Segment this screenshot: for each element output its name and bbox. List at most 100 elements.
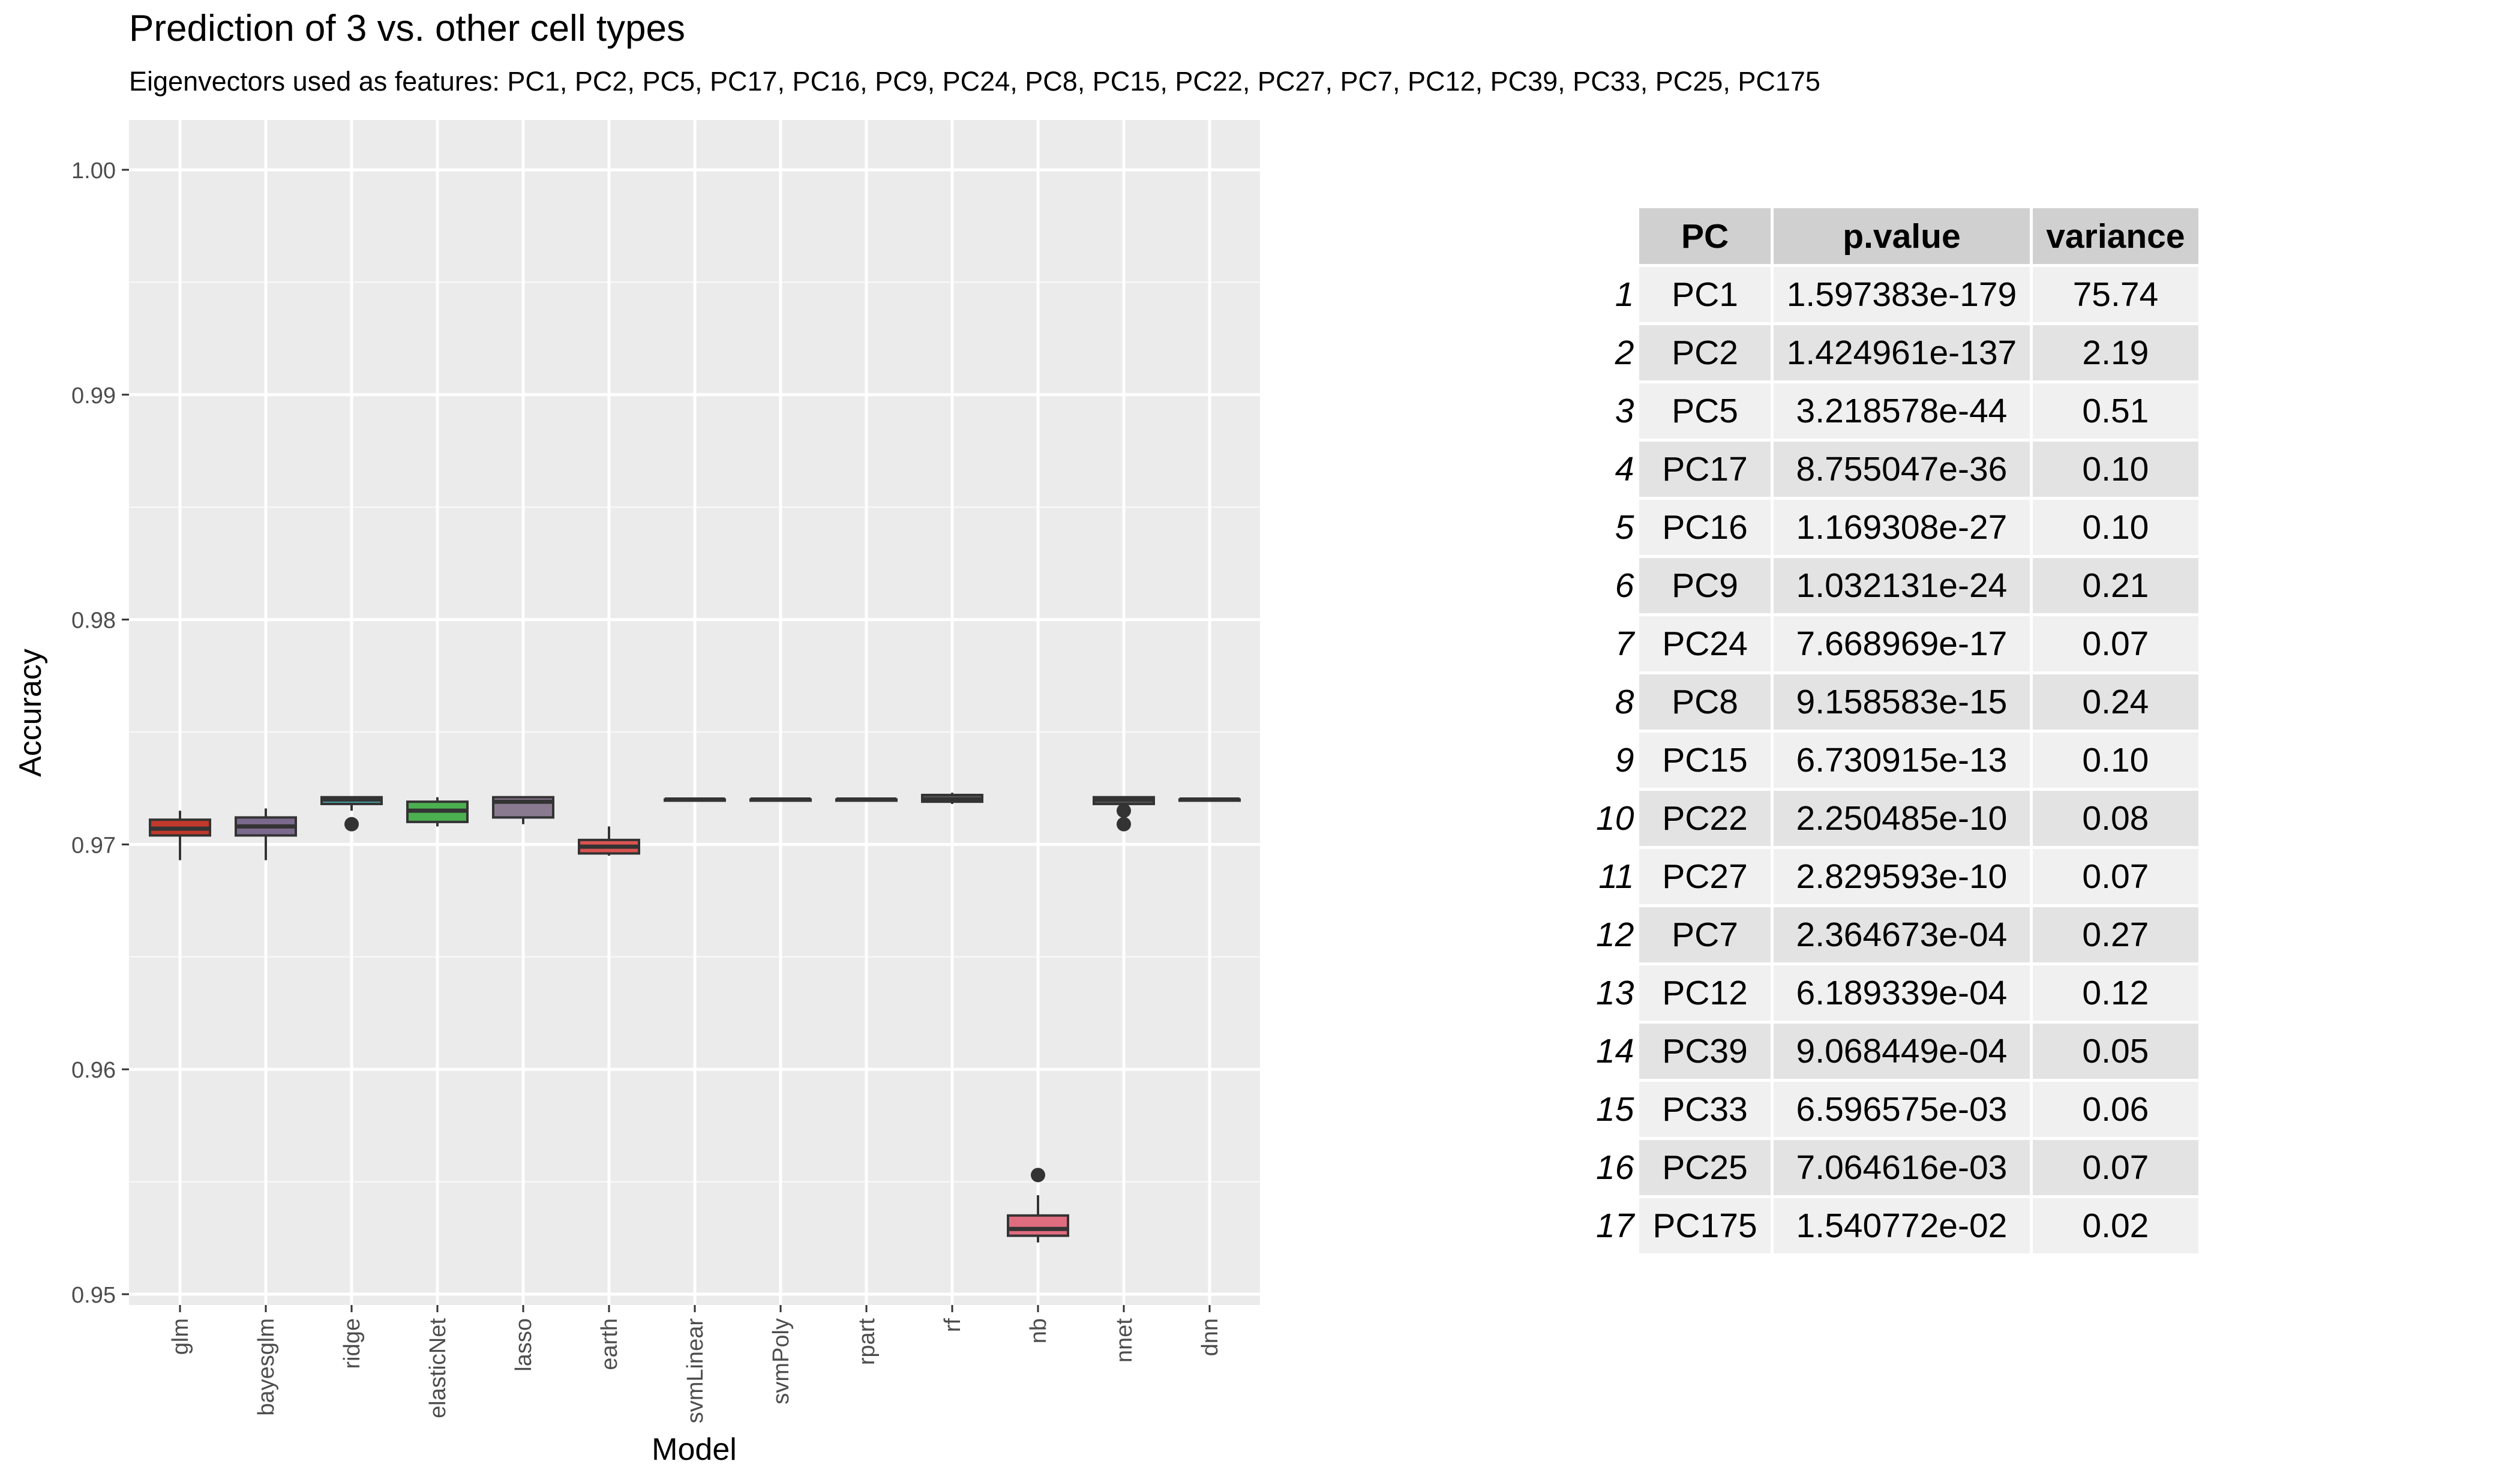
y-tick-label: 1.00 [71,158,116,184]
cell-pc: PC9 [1639,558,1771,613]
box-svmPoly [749,797,812,802]
x-tick-label: rf [940,1318,965,1333]
chart-subtitle: Eigenvectors used as features: PC1, PC2,… [129,66,1820,97]
x-tick-label: svmPoly [769,1318,794,1405]
x-tick-label: rpart [854,1318,880,1366]
cell-pc: PC7 [1639,907,1771,962]
x-tick-label: nb [1026,1318,1051,1343]
cell-variance: 0.27 [2033,907,2198,962]
cell-variance: 0.07 [2033,1140,2198,1195]
row-index: 6 [1615,566,1634,605]
table-row: 17 PC175 1.540772e-02 0.02 [1596,1198,2198,1253]
table-row: 4 PC17 8.755047e-36 0.10 [1596,442,2198,497]
y-axis: 0.95 0.96 0.97 0.98 0.99 1.00 [71,158,129,1308]
cell-pvalue: 2.364673e-04 [1773,907,2030,962]
cell-pc: PC12 [1639,965,1771,1021]
cell-pc: PC16 [1639,500,1771,555]
y-tick-label: 0.95 [71,1283,116,1308]
cell-pc: PC22 [1639,791,1771,846]
box-rf [921,793,983,804]
cell-pc: PC2 [1639,325,1771,380]
table-row: 2 PC2 1.424961e-137 2.19 [1596,325,2198,380]
x-tick-label: bayesglm [254,1318,279,1416]
table-header-row: PC p.value variance [1596,208,2198,264]
cell-variance: 0.24 [2033,674,2198,730]
cell-pvalue: 1.032131e-24 [1773,558,2030,613]
box-svmLinear [664,797,726,802]
row-index: 9 [1615,741,1634,779]
column-header-variance: variance [2033,208,2198,264]
cell-pvalue: 3.218578e-44 [1773,383,2030,439]
grid-major [129,120,1260,1305]
box-iqr [1007,1214,1069,1237]
cell-pc: PC39 [1639,1024,1771,1079]
x-tick-label: dnn [1198,1318,1223,1356]
cell-pvalue: 7.064616e-03 [1773,1140,2030,1195]
x-axis-label: Model [652,1432,737,1467]
cell-pc: PC27 [1639,849,1771,904]
cell-variance: 0.08 [2033,791,2198,846]
row-index: 7 [1615,625,1634,663]
box-earth [578,826,640,856]
table-row: 11 PC27 2.829593e-10 0.07 [1596,849,2198,904]
y-tick-label: 0.97 [71,833,116,858]
row-index: 5 [1615,508,1634,547]
row-index: 16 [1596,1148,1634,1187]
outlier-point [1117,817,1131,832]
cell-pc: PC15 [1639,733,1771,788]
row-index: 12 [1596,916,1634,954]
cell-variance: 0.07 [2033,849,2198,904]
chart-title: Prediction of 3 vs. other cell types [129,8,686,49]
table-row: 10 PC22 2.250485e-10 0.08 [1596,791,2198,846]
cell-variance: 0.05 [2033,1024,2198,1079]
cell-pvalue: 1.424961e-137 [1773,325,2030,380]
cell-variance: 0.21 [2033,558,2198,613]
y-tick-label: 0.96 [71,1058,116,1083]
table-row: 12 PC7 2.364673e-04 0.27 [1596,907,2198,962]
cell-pc: PC25 [1639,1140,1771,1195]
cell-pvalue: 2.829593e-10 [1773,849,2030,904]
table-row: 8 PC8 9.158583e-15 0.24 [1596,674,2198,730]
table-body: 1 PC1 1.597383e-179 75.74 2 PC2 1.424961e-137 2… [1596,267,2198,1253]
table-row: 7 PC24 7.668969e-17 0.07 [1596,616,2198,671]
table-row: 15 PC33 6.596575e-03 0.06 [1596,1082,2198,1137]
y-tick-label: 0.99 [71,383,116,409]
cell-pc: PC1 [1639,267,1771,322]
outlier-point [1031,1168,1045,1183]
cell-pvalue: 6.189339e-04 [1773,965,2030,1021]
cell-pvalue: 9.158583e-15 [1773,674,2030,730]
table-row: 9 PC15 6.730915e-13 0.10 [1596,733,2198,788]
index-header [1596,208,1636,264]
cell-variance: 0.12 [2033,965,2198,1021]
y-axis-label: Accuracy [13,649,48,777]
box-ridge [320,796,383,832]
table-row: 5 PC16 1.169308e-27 0.10 [1596,500,2198,555]
cell-variance: 0.10 [2033,500,2198,555]
box-glm [149,811,211,860]
cell-variance: 0.10 [2033,733,2198,788]
x-tick-label: glm [168,1318,193,1355]
table-row: 16 PC25 7.064616e-03 0.07 [1596,1140,2198,1195]
x-tick-label: svmLinear [683,1318,708,1424]
cell-pvalue: 2.250485e-10 [1773,791,2030,846]
cell-pvalue: 9.068449e-04 [1773,1024,2030,1079]
row-index: 14 [1596,1032,1634,1070]
cell-pc: PC17 [1639,442,1771,497]
cell-pvalue: 1.597383e-179 [1773,267,2030,322]
cell-pvalue: 6.730915e-13 [1773,733,2030,788]
outlier-point [1117,803,1131,818]
row-index: 17 [1596,1207,1634,1245]
box-series [149,793,1241,1243]
x-tick-label: nnet [1112,1318,1137,1363]
row-index: 11 [1598,857,1634,896]
row-index: 2 [1615,334,1634,372]
box-elasticNet [406,797,469,827]
table-row: 14 PC39 9.068449e-04 0.05 [1596,1024,2198,1079]
box-nnet [1093,796,1155,832]
cell-variance: 0.06 [2033,1082,2198,1137]
row-index: 13 [1596,974,1634,1012]
outlier-point [344,817,359,832]
cell-pc: PC24 [1639,616,1771,671]
cell-pvalue: 1.169308e-27 [1773,500,2030,555]
cell-pvalue: 6.596575e-03 [1773,1082,2030,1137]
